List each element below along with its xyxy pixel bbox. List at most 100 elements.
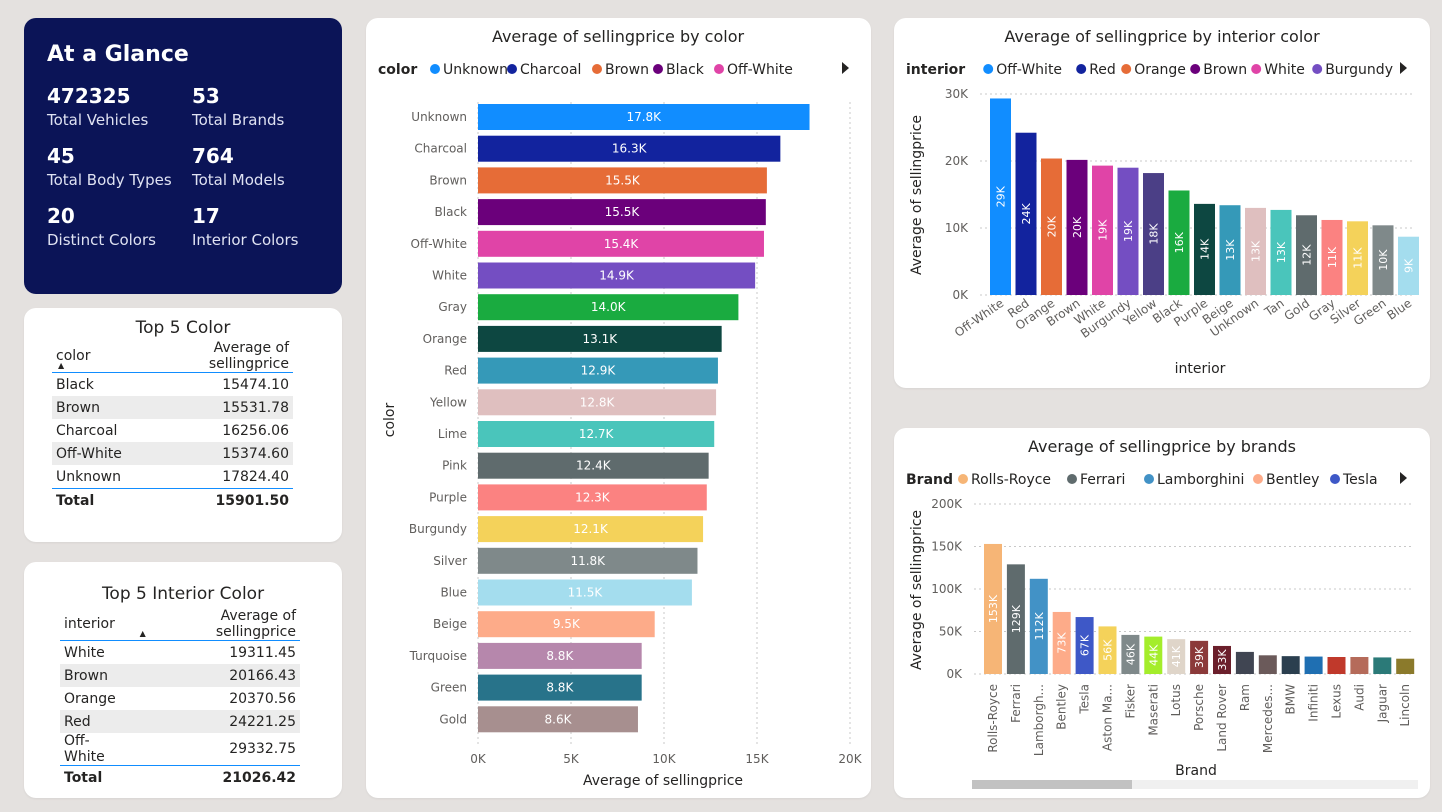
bar[interactable]: [1281, 656, 1300, 674]
col-header-avg-price[interactable]: Average of sellingprice: [125, 340, 293, 373]
table-row[interactable]: Off-White 15374.60: [52, 442, 293, 465]
kpi-total-models: 764 Total Models: [192, 144, 285, 189]
bar[interactable]: [1296, 215, 1317, 295]
bar[interactable]: [478, 230, 764, 257]
bar[interactable]: [1117, 167, 1139, 295]
bar[interactable]: [1270, 209, 1292, 295]
color-bar-chart: Average of sellingprice by color color Unk…: [378, 27, 863, 789]
bar[interactable]: [1075, 617, 1094, 674]
legend-item[interactable]: Ferrari: [1080, 472, 1125, 488]
bar[interactable]: [1321, 219, 1343, 295]
legend-item[interactable]: Black: [666, 62, 705, 78]
legend-marker: [983, 64, 994, 74]
bar[interactable]: [1372, 225, 1394, 295]
bar[interactable]: [1167, 639, 1186, 674]
bar[interactable]: [990, 98, 1011, 295]
bar[interactable]: [1190, 640, 1209, 674]
bar[interactable]: [478, 199, 766, 226]
legend-next-icon[interactable]: [1400, 472, 1407, 484]
table-row[interactable]: Brown 20166.43: [60, 664, 300, 687]
bar[interactable]: [1373, 657, 1392, 674]
bar[interactable]: [478, 642, 642, 669]
table-row[interactable]: Black 15474.10: [56, 376, 289, 393]
bar[interactable]: [1327, 657, 1346, 674]
bar[interactable]: [1304, 656, 1323, 674]
bar[interactable]: [1194, 203, 1215, 295]
bar[interactable]: [478, 135, 781, 162]
bar[interactable]: [1258, 655, 1277, 674]
bar[interactable]: [1144, 636, 1163, 674]
legend-next-icon[interactable]: [1400, 62, 1407, 74]
bar[interactable]: [1398, 236, 1419, 295]
bar[interactable]: [1168, 190, 1190, 295]
bar[interactable]: [478, 706, 638, 733]
table-row[interactable]: White 19311.45: [64, 644, 296, 661]
legend-item[interactable]: Lamborghini: [1157, 472, 1244, 488]
bar[interactable]: [478, 579, 692, 606]
legend-item[interactable]: Brown: [605, 62, 649, 78]
legend-item[interactable]: Charcoal: [520, 62, 581, 78]
bar[interactable]: [478, 421, 715, 447]
bar[interactable]: [1015, 132, 1037, 295]
legend-item[interactable]: White: [1264, 62, 1305, 78]
legend-item[interactable]: Orange: [1134, 62, 1186, 78]
y-tick-label: Gold: [439, 712, 467, 726]
bar[interactable]: [1235, 651, 1254, 674]
bar[interactable]: [478, 167, 767, 194]
bar[interactable]: [1029, 578, 1048, 674]
table-row[interactable]: Brown 15531.78: [52, 396, 293, 419]
legend-item[interactable]: Rolls-Royce: [971, 472, 1051, 488]
col-header-interior[interactable]: interior: [60, 608, 134, 641]
bar[interactable]: [1052, 611, 1071, 674]
table-row[interactable]: Red 24221.25: [60, 710, 300, 733]
col-header-avg-price[interactable]: Average of sellingprice ▲: [133, 608, 300, 641]
legend-item[interactable]: Tesla: [1342, 472, 1378, 488]
bar[interactable]: [478, 325, 722, 352]
bar[interactable]: [1121, 634, 1140, 674]
bar[interactable]: [1066, 159, 1088, 295]
table-row[interactable]: Orange 20370.56: [64, 690, 296, 707]
legend-marker: [958, 474, 968, 484]
legend-item[interactable]: Burgundy: [1325, 62, 1393, 78]
bar[interactable]: [1213, 645, 1231, 674]
bar[interactable]: [984, 543, 1002, 674]
horizontal-scrollbar-track[interactable]: [972, 780, 1418, 789]
legend-item[interactable]: Red: [1089, 62, 1116, 78]
bar[interactable]: [1219, 205, 1241, 295]
legend-next-icon[interactable]: [842, 62, 849, 74]
bar[interactable]: [478, 611, 655, 638]
bar[interactable]: [478, 547, 698, 574]
table-row[interactable]: Unknown 17824.40: [56, 468, 289, 485]
data-label: 9K: [1403, 258, 1416, 273]
bar[interactable]: [1041, 158, 1062, 295]
horizontal-scrollbar-thumb[interactable]: [972, 780, 1132, 789]
legend-item[interactable]: Off-White: [727, 62, 793, 78]
y-tick-label: Burgundy: [409, 522, 467, 536]
data-label: 73K: [1056, 632, 1069, 654]
bar[interactable]: [1350, 657, 1369, 674]
bar[interactable]: [1092, 165, 1113, 295]
bar[interactable]: [478, 294, 739, 321]
bar[interactable]: [478, 389, 717, 416]
bar[interactable]: [1347, 221, 1368, 295]
bar[interactable]: [478, 674, 642, 701]
bar[interactable]: [478, 357, 718, 384]
y-tick-label: Black: [435, 205, 468, 219]
legend-item[interactable]: Bentley: [1266, 472, 1319, 488]
bar[interactable]: [1245, 207, 1266, 295]
bar[interactable]: [1396, 658, 1415, 674]
table-row[interactable]: Charcoal 16256.06: [56, 422, 289, 439]
bar[interactable]: [478, 262, 756, 289]
bar[interactable]: [1143, 173, 1164, 295]
bar[interactable]: [478, 104, 810, 130]
bar[interactable]: [478, 484, 707, 511]
bar[interactable]: [478, 452, 709, 479]
bar[interactable]: [1098, 626, 1117, 674]
legend-item[interactable]: Brown: [1203, 62, 1247, 78]
legend-item[interactable]: Off-White: [996, 62, 1062, 78]
table-row[interactable]: Off-White 29332.75: [64, 733, 296, 765]
bar[interactable]: [1006, 564, 1025, 674]
legend-item[interactable]: Unknown: [443, 62, 508, 78]
bar[interactable]: [478, 516, 704, 543]
col-header-color[interactable]: color ▲: [52, 340, 126, 373]
